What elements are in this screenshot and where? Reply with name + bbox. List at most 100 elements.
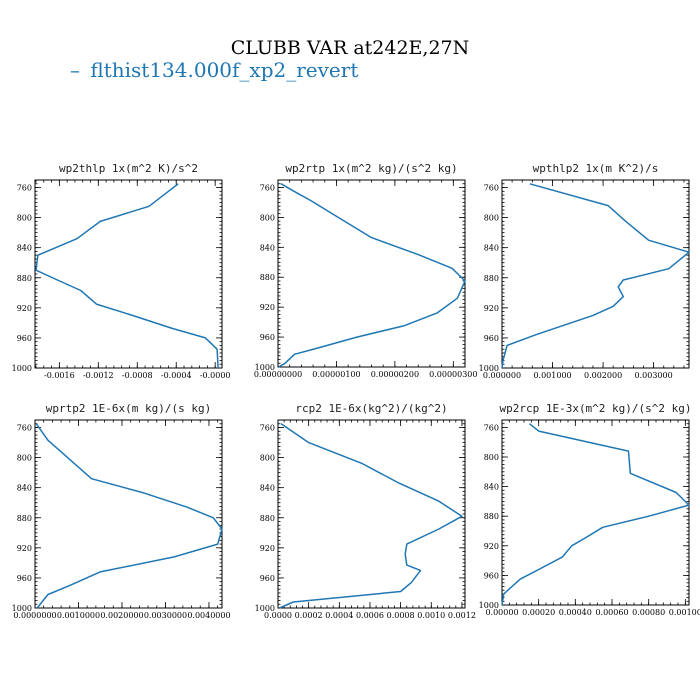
plot-frame — [34, 179, 223, 369]
y-tick-label: 760 — [484, 184, 499, 193]
x-tick-label: 0.00000200 — [371, 370, 419, 379]
y-tick-label: 880 — [260, 273, 275, 282]
series-line — [35, 183, 219, 369]
y-tick-label: 880 — [17, 274, 32, 283]
y-tick-label: 1000 — [255, 604, 275, 613]
y-tick-label: 1000 — [479, 364, 499, 373]
y-tick-label: 880 — [260, 514, 275, 523]
x-tick-label: -0.0004 — [161, 371, 192, 380]
y-tick-label: 800 — [17, 214, 32, 223]
y-tick-label: 800 — [484, 453, 499, 462]
panel-title: wp2thlp 1x(m^2 K)/s^2 — [59, 162, 198, 175]
x-tick-label: 0.00020 — [522, 608, 555, 617]
y-tick-label: 920 — [260, 303, 275, 312]
x-tick-label: 0.0008 — [387, 611, 415, 620]
y-tick-label: 880 — [484, 274, 499, 283]
panel-5: rcp2 1E-6x(kg^2)/(kg^2) 760 800 840 880 920 96… — [255, 402, 476, 620]
x-tick-label: 0.0010 — [417, 611, 445, 620]
series-line — [278, 183, 466, 368]
plot-frame — [277, 419, 466, 609]
y-tick-label: 1000 — [479, 601, 499, 610]
panel-title: wp2rcp 1E-3x(m^2 kg)/(s^2 kg) — [499, 402, 691, 415]
plot-frame — [34, 419, 223, 609]
x-tick-label: -0.0000 — [200, 371, 231, 380]
y-tick-label: 760 — [17, 184, 32, 193]
x-tick-label: 0.0006 — [356, 611, 384, 620]
y-tick-label: 960 — [484, 571, 499, 580]
y-tick-label: 760 — [17, 424, 32, 433]
x-tick-label: 0.00000100 — [312, 370, 360, 379]
legend-label: flthist134.000f_xp2_revert — [90, 58, 358, 82]
y-tick-label: 920 — [260, 544, 275, 553]
y-tick-label: 1000 — [12, 364, 32, 373]
x-tick-label: 0.00000300 — [429, 370, 477, 379]
x-tick-label: 0.002000 — [584, 371, 622, 380]
y-tick-label: 800 — [484, 214, 499, 223]
y-tick-label: 800 — [17, 454, 32, 463]
y-tick-label: 840 — [17, 484, 32, 493]
plot-frame — [277, 179, 466, 368]
series-line — [35, 423, 223, 609]
y-tick-label: 1000 — [255, 363, 275, 372]
y-tick-label: 760 — [484, 423, 499, 432]
x-tick-label: 0.001000 — [533, 371, 571, 380]
legend: – flthist134.000f_xp2_revert — [70, 58, 358, 82]
x-tick-label: 0.00000 — [485, 608, 518, 617]
panels: wp2thlp 1x(m^2 K)/s^2 760 800 840 880 920 960 1… — [12, 162, 700, 620]
y-tick-label: 1000 — [12, 604, 32, 613]
y-tick-label: 760 — [260, 183, 275, 192]
y-tick-label: 880 — [17, 514, 32, 523]
y-tick-label: 800 — [260, 454, 275, 463]
panel-1: wp2thlp 1x(m^2 K)/s^2 760 800 840 880 920 960 1… — [12, 162, 231, 380]
y-tick-label: 960 — [260, 333, 275, 342]
x-tick-label: 0.00000000 — [254, 370, 302, 379]
x-tick-label: 0.00060 — [595, 608, 628, 617]
y-tick-label: 760 — [260, 424, 275, 433]
x-tick-label: 0.00080 — [632, 608, 665, 617]
y-tick-label: 920 — [484, 542, 499, 551]
x-tick-label: 0.0012 — [448, 611, 476, 620]
y-tick-label: 800 — [260, 213, 275, 222]
x-tick-label: 0.0000 — [264, 611, 292, 620]
y-tick-label: 840 — [17, 244, 32, 253]
x-tick-label: 0.0030000 — [144, 611, 187, 620]
x-tick-label: 0.00040 — [559, 608, 592, 617]
y-tick-label: 840 — [484, 244, 499, 253]
x-tick-label: 0.00100 — [669, 608, 700, 617]
y-tick-label: 920 — [17, 304, 32, 313]
y-tick-label: 960 — [484, 334, 499, 343]
series-line — [501, 183, 690, 369]
y-tick-label: 960 — [17, 574, 32, 583]
x-tick-label: -0.0008 — [122, 371, 153, 380]
plot-frame — [501, 179, 690, 369]
x-tick-label: -0.0012 — [83, 371, 114, 380]
x-tick-label: 0.0010000 — [57, 611, 100, 620]
y-tick-label: 840 — [260, 484, 275, 493]
panel-6: wp2rcp 1E-3x(m^2 kg)/(s^2 kg)760 800 840 88… — [479, 402, 700, 617]
panel-title: rcp2 1E-6x(kg^2)/(kg^2) — [295, 402, 447, 415]
legend-entry: – flthist134.000f_xp2_revert — [70, 58, 358, 82]
x-tick-label: 0.003000 — [635, 371, 673, 380]
panel-2: wp2rtp 1x(m^2 kg)/(s^2 kg) 760 800 840 880 92… — [254, 162, 478, 379]
series-line — [279, 423, 463, 609]
y-tick-label: 840 — [484, 483, 499, 492]
x-tick-label: 0.0004 — [325, 611, 353, 620]
x-tick-label: 0.0040000 — [187, 611, 230, 620]
series-line — [501, 423, 690, 606]
x-tick-label: 0.0020000 — [100, 611, 143, 620]
panel-4: wprtp2 1E-6x(m kg)/(s kg) 760 800 840 880 920… — [12, 402, 231, 620]
panel-title: wpthlp2 1x(m K^2)/s — [533, 162, 659, 175]
legend-marker: – — [70, 58, 80, 82]
y-tick-label: 880 — [484, 512, 499, 521]
panel-3: wpthlp2 1x(m K^2)/s 760 800 840 880 920 960 100… — [479, 162, 690, 380]
x-tick-label: 0.0000000 — [13, 611, 56, 620]
y-tick-label: 920 — [17, 544, 32, 553]
y-tick-label: 960 — [260, 574, 275, 583]
y-tick-label: 840 — [260, 243, 275, 252]
x-tick-label: 0.0002 — [295, 611, 323, 620]
figure-title: CLUBB VAR at242E,27N — [231, 37, 470, 59]
y-tick-label: 960 — [17, 334, 32, 343]
panel-title: wp2rtp 1x(m^2 kg)/(s^2 kg) — [285, 162, 457, 175]
y-tick-label: 920 — [484, 304, 499, 313]
panel-title: wprtp2 1E-6x(m kg)/(s kg) — [46, 402, 212, 415]
